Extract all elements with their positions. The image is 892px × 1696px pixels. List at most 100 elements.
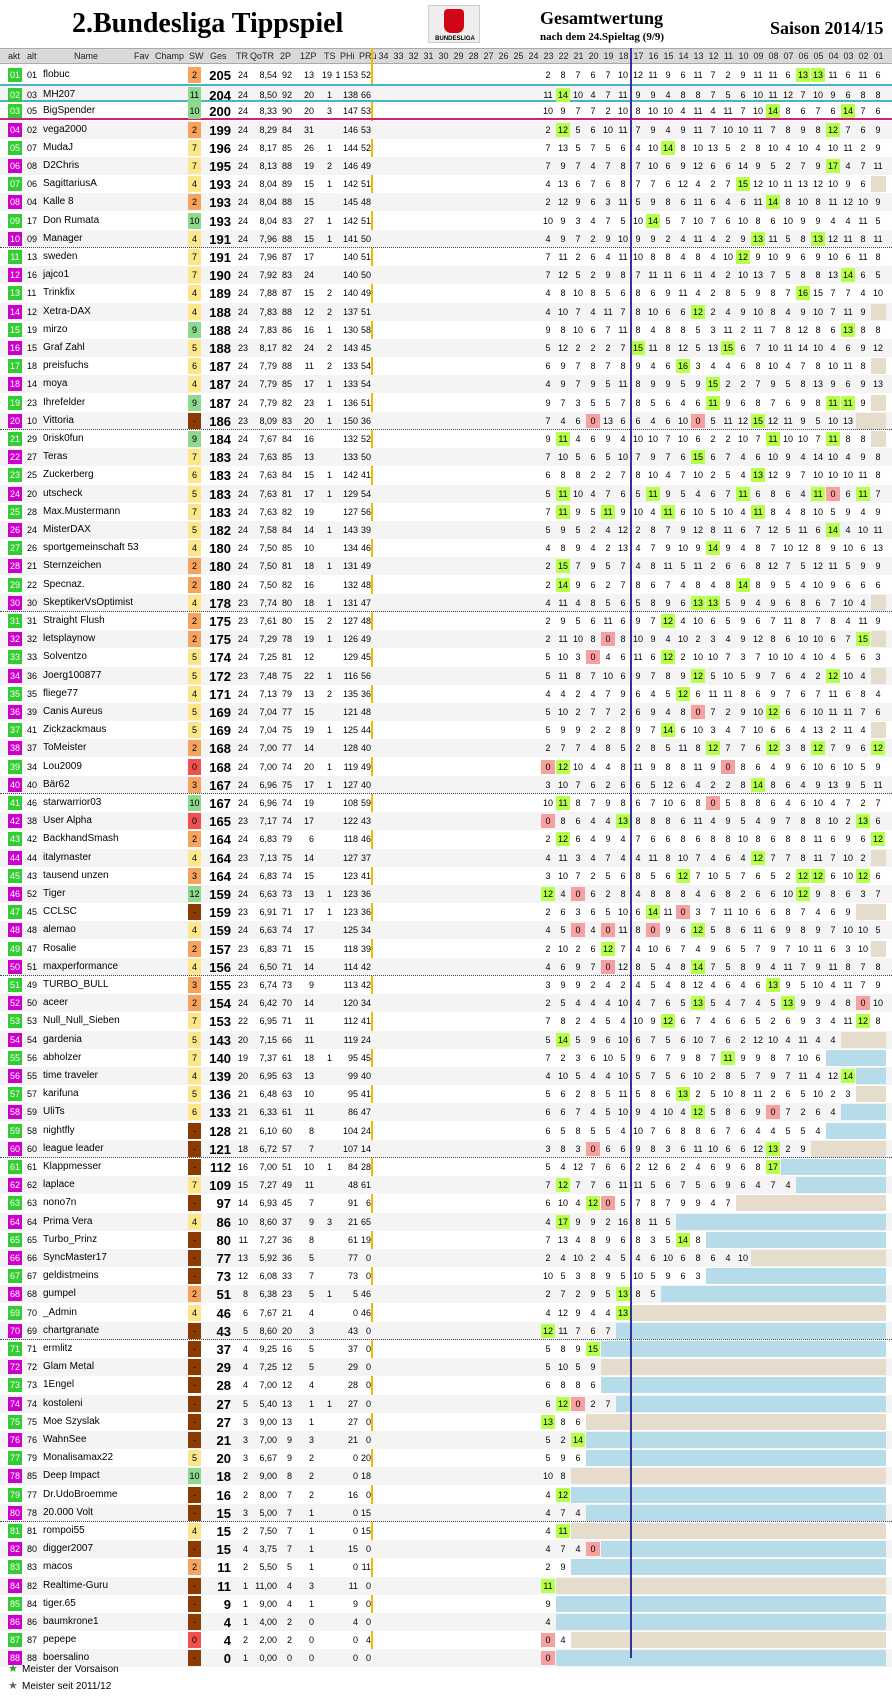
table-row[interactable]: 58 59 UliTs 6 133 21 6,33 61 11 86 47 6 6 7 4 5 10 9 4 10 4 1… [0,1103,892,1122]
player-name[interactable]: kostoleni [43,1397,83,1409]
matchday-col-25[interactable]: 25 [513,51,524,61]
table-row[interactable]: 72 72 Glam Metal -29 4 7,25 12 5 29 0 5 10 5 9 [0,1358,892,1377]
matchday-col-07[interactable]: 07 [783,51,794,61]
table-row[interactable]: 82 80 digger2007-15 4 3,75 7 1 15 0 4 7 4 0 [0,1540,892,1559]
player-name[interactable]: MudaJ [43,141,74,153]
table-row[interactable]: 27 26 sportgemeinschaft 53 4 180 24 7,50 85 10 13… [0,539,892,557]
table-row[interactable]: 37 41 Zickzackmaus 5 169 24 7,04 75 19 1 125 44 5 9 9 2… [0,721,892,739]
player-name[interactable]: ermlitz [43,1343,73,1354]
player-name[interactable]: alemao [43,924,76,936]
table-row[interactable]: 05 07 MudaJ 7 196 24 8,17 85 26 1 144 52 7 13 5 7 5 6 4 10 1… [0,139,892,157]
matchday-col-26[interactable]: 26 [498,51,509,61]
player-name[interactable]: starwarrior03 [43,797,102,808]
player-name[interactable]: nightfly [43,1124,75,1136]
player-name[interactable]: flobuc [43,69,70,80]
player-name[interactable]: Realtime-Guru [43,1579,109,1591]
player-name[interactable]: maxperformance [43,960,119,972]
player-name[interactable]: macos [43,1561,73,1573]
player-name[interactable]: boersalino [43,1652,90,1664]
table-row[interactable]: 35 35 fliege77 4 171 24 7,13 79 13 2 135 36 4 4 2 4 7 9 6 4… [0,685,892,703]
matchday-col-28[interactable]: 28 [468,51,479,61]
player-name[interactable]: gumpel [43,1288,76,1300]
table-row[interactable]: 84 82 Realtime-Guru -11 1 11,00 4 3 11 0 11 [0,1576,892,1595]
player-name[interactable]: Deep Impact [43,1470,100,1482]
table-row[interactable]: 55 56 abholzer 7 140 19 7,37 61 18 1 95 45 7 2 3 6 10 5 9 6… [0,1049,892,1067]
table-row[interactable]: 88 88 boersalino -0 1 0,00 0 0 0 0 0 [0,1649,892,1668]
player-name[interactable]: mirzo [43,323,68,335]
player-name[interactable]: sweden [43,251,78,262]
player-name[interactable]: gardenia [43,1033,82,1045]
table-row[interactable]: 48 48 alemao 4 159 24 6,63 74 17 125 34 4 5 0 4 0 11 8 0 9 6… [0,921,892,940]
player-name[interactable]: tausend unzen [43,869,109,881]
matchday-col-17[interactable]: 17 [633,51,644,61]
table-row[interactable]: 11 13 sweden 7 191 24 7,96 87 17 140 51 7 11 2 6 4 11 10 8… [0,248,892,266]
player-name[interactable]: Sternzeichen [43,560,102,572]
player-name[interactable]: BigSpender [43,105,96,117]
table-row[interactable]: 57 57 karifuna 5 136 21 6,48 63 10 95 41 5 6 2 8 5 11 5 8 6… [0,1085,892,1103]
table-row[interactable]: 26 24 MisterDAX 5 182 24 7,58 84 14 1 143 39 5 9 5 2 4 12… [0,521,892,539]
table-row[interactable]: 83 83 macos 2 11 2 5,50 5 1 0 11 2 9 [0,1558,892,1576]
player-name[interactable]: Tiger [43,888,66,899]
table-row[interactable]: 21 29 0risk0fun 9 184 24 7,67 84 16 132 52 9 11 4 6 9 4 1… [0,430,892,448]
player-name[interactable]: Dr.UdoBroemme [43,1488,118,1500]
table-row[interactable]: 14 12 Xetra-DAX 4 188 24 7,83 88 12 2 137 51 4 10 7 4 11… [0,302,892,321]
player-name[interactable]: Bär62 [43,778,70,790]
matchday-col-18[interactable]: 18 [618,51,629,61]
table-row[interactable]: 77 79 Monalisamax22 5 20 3 6,67 9 2 0 20 5 9 6 [0,1449,892,1467]
player-name[interactable]: nono7n [43,1197,77,1209]
table-row[interactable]: 08 04 Kalle 8 2 193 24 8,04 88 15 145 48 2 12 9 6 3 11 5 9… [0,193,892,212]
table-row[interactable]: 29 22 Specnaz. 2 180 24 7,50 82 16 132 48 2 14 9 6 2 7 8 6… [0,576,892,594]
matchday-col-23[interactable]: 23 [543,51,554,61]
table-row[interactable]: 02 03 MH207 11 204 24 8,50 92 20 1 138 66 11 14 10 4 7 11… [0,84,892,104]
table-row[interactable]: 87 87 pepepe 0 4 2 2,00 2 0 0 4 0 4 [0,1631,892,1649]
matchday-col-02[interactable]: 02 [858,51,869,61]
col-pru[interactable]: PRü [359,51,377,61]
table-row[interactable]: 07 06 SagittariusA 4 193 24 8,04 89 15 1 142 51 4 13 6… [0,175,892,193]
table-row[interactable]: 10 09 Manager 4 191 24 7,96 88 15 1 141 50 4 9 7 2 9 10 9 9… [0,229,892,248]
player-name[interactable]: laplace [43,1179,75,1191]
player-name[interactable]: SyncMaster17 [43,1252,107,1263]
table-row[interactable]: 81 81 rompoi55 4 15 2 7,50 7 1 0 15 4 11 [0,1522,892,1540]
matchday-col-15[interactable]: 15 [663,51,674,61]
table-row[interactable]: 04 02 vega2000 2 199 24 8,29 84 31 146 53 2 12 5 6 10 11… [0,120,892,139]
table-row[interactable]: 54 54 gardenia 5 143 20 7,15 66 11 119 24 5 14 5 9 6 10 6… [0,1030,892,1049]
col-2p[interactable]: 2P [280,51,292,61]
table-row[interactable]: 63 63 nono7n -97 14 6,93 45 7 91 6 6 10 4 12 0 5 7 8 7 9 9 4 7 [0,1194,892,1212]
table-row[interactable]: 79 77 Dr.UdoBroemme -16 2 8,00 7 2 16 0 4 12 [0,1486,892,1504]
player-name[interactable]: Straight Flush [43,615,105,626]
table-row[interactable]: 13 11 Trinkfix 4 189 24 7,88 87 15 2 140 49 4 8 10 8 5 6 8… [0,284,892,302]
player-name[interactable]: Canis Aureus [43,706,103,717]
player-name[interactable]: karifuna [43,1088,79,1100]
matchday-col-05[interactable]: 05 [813,51,824,61]
matchday-col-20[interactable]: 20 [588,51,599,61]
player-name[interactable]: UliTs [43,1106,65,1118]
player-name[interactable]: Moe Szyslak [43,1415,100,1427]
matchday-col-33[interactable]: 33 [393,51,404,61]
matchday-col-24[interactable]: 24 [528,51,539,61]
table-row[interactable]: 50 51 maxperformance 4 156 24 6,50 71 14 114 42 4 6 9… [0,957,892,976]
table-row[interactable]: 53 53 Null_Null_Sieben 7 153 22 6,95 71 11 112 41 7… [0,1012,892,1030]
player-name[interactable]: 0risk0fun [43,433,84,444]
table-row[interactable]: 59 58 nightfly -128 21 6,10 60 8 104 24 6 5 8 5 5 4 10 7 6… [0,1122,892,1140]
table-row[interactable]: 73 73 1Engel -28 4 7,00 12 4 28 0 6 8 8 6 [0,1376,892,1394]
table-row[interactable]: 67 67 geldistmeins -73 12 6,08 33 7 73 0 10 5 3 8 9 5 10… [0,1267,892,1285]
player-name[interactable]: Graf Zahl [43,342,85,353]
col-tr[interactable]: TR [236,51,248,61]
player-name[interactable]: geldistmeins [43,1270,99,1282]
player-name[interactable]: chartgranate [43,1324,100,1336]
table-row[interactable]: 25 28 Max.Mustermann 7 183 24 7,63 82 19 127 56 7 11… [0,503,892,521]
matchday-col-22[interactable]: 22 [558,51,569,61]
player-name[interactable]: Turbo_Prinz [43,1233,98,1245]
matchday-col-09[interactable]: 09 [753,51,764,61]
player-name[interactable]: Klappmesser [43,1161,102,1172]
matchday-col-27[interactable]: 27 [483,51,494,61]
player-name[interactable]: abholzer [43,1051,82,1063]
table-row[interactable]: 44 44 italymaster 4 164 23 7,13 75 14 127 37 4 11 3 4 7… [0,848,892,867]
table-row[interactable]: 40 40 Bär62 3 167 24 6,96 75 17 1 127 40 3 10 7 6 2 6 6 5 12… [0,775,892,794]
table-row[interactable]: 17 18 preisfuchs 6 187 24 7,79 88 11 2 133 54 6 9 7 8 7 8… [0,357,892,375]
player-name[interactable]: moya [43,378,68,390]
table-row[interactable]: 30 30 SkeptikerVsOptimist 4 178 23 7,74 80 18 1 13… [0,593,892,612]
table-row[interactable]: 56 55 time traveler 4 139 20 6,95 63 13 99 40 4 10 5 4… [0,1067,892,1085]
table-row[interactable]: 18 14 moya 4 187 24 7,79 85 17 1 133 54 4 9 7 9 5 11 8 9 9 5 9… [0,375,892,394]
player-name[interactable]: Glam Metal [43,1361,95,1373]
